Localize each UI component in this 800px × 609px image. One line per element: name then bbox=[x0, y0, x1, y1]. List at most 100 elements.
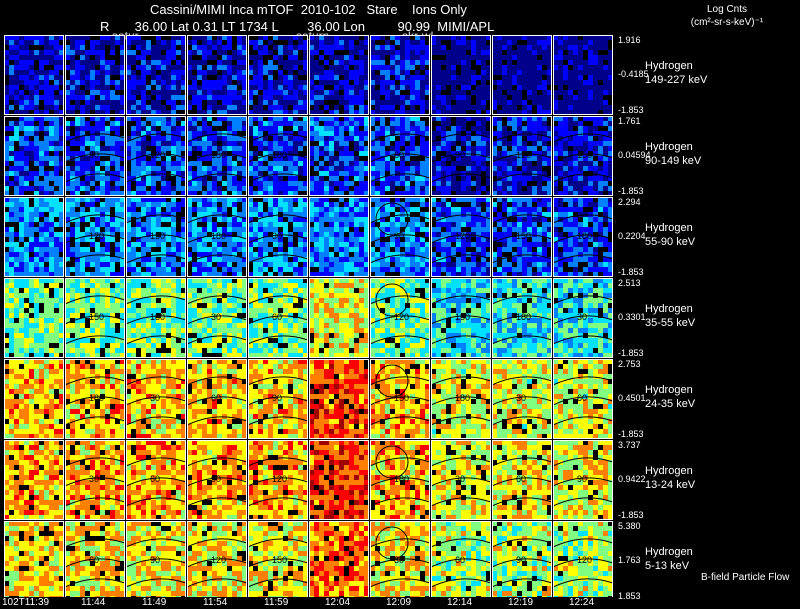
heatmap-cell bbox=[146, 272, 151, 277]
heatmap-cell bbox=[471, 186, 476, 191]
heatmap-cell bbox=[436, 161, 441, 166]
heatmap-cell bbox=[156, 242, 161, 247]
heatmap-cell bbox=[253, 227, 258, 232]
heatmap-cell bbox=[471, 65, 476, 70]
heatmap-cell bbox=[481, 40, 486, 45]
heatmap-cell bbox=[553, 141, 558, 146]
heatmap-cell bbox=[420, 191, 425, 196]
heatmap-cell bbox=[288, 267, 293, 272]
heatmap-cell bbox=[471, 141, 476, 146]
heatmap-cell bbox=[370, 136, 375, 141]
heatmap-cell bbox=[136, 191, 141, 196]
heatmap-cell bbox=[283, 262, 288, 267]
heatmap-cell bbox=[390, 156, 395, 161]
heatmap-cell bbox=[120, 186, 125, 191]
heatmap-cell bbox=[131, 166, 136, 171]
heatmap-cell bbox=[151, 237, 156, 242]
heatmap-cell bbox=[227, 100, 232, 105]
heatmap-cell bbox=[354, 70, 359, 75]
contour-line bbox=[491, 153, 553, 163]
heatmap-cell bbox=[212, 90, 217, 95]
heatmap-cell bbox=[59, 90, 64, 95]
heatmap-cell bbox=[608, 156, 613, 161]
heatmap-cell bbox=[466, 110, 471, 115]
heatmap-cell bbox=[49, 50, 54, 55]
heatmap-cell bbox=[537, 45, 542, 50]
heatmap-cell bbox=[136, 116, 141, 121]
heatmap-cell bbox=[115, 166, 120, 171]
heatmap-cell bbox=[222, 186, 227, 191]
heatmap-cell bbox=[115, 35, 120, 40]
heatmap-cell bbox=[24, 161, 29, 166]
heatmap-cell bbox=[126, 50, 131, 55]
heatmap-cell bbox=[253, 45, 258, 50]
heatmap-cell bbox=[578, 55, 583, 60]
heatmap-cell bbox=[527, 35, 532, 40]
heatmap-cell bbox=[242, 197, 247, 202]
heatmap-cell bbox=[273, 247, 278, 252]
heatmap-cell bbox=[237, 35, 242, 40]
heatmap-cell bbox=[456, 60, 461, 65]
heatmap-cell bbox=[54, 197, 59, 202]
heatmap-cell bbox=[492, 151, 497, 156]
heatmap-cell bbox=[126, 116, 131, 121]
heatmap-cell bbox=[542, 186, 547, 191]
heatmap-cell bbox=[141, 257, 146, 262]
heatmap-cell bbox=[288, 176, 293, 181]
heatmap-cell bbox=[451, 166, 456, 171]
heatmap-cell bbox=[80, 131, 85, 136]
heatmap-cell bbox=[390, 50, 395, 55]
heatmap-cell bbox=[75, 262, 80, 267]
heatmap-cell bbox=[95, 105, 100, 110]
heatmap-cell bbox=[324, 131, 329, 136]
heatmap-cell bbox=[431, 186, 436, 191]
heatmap-cell bbox=[293, 242, 298, 247]
heatmap-cell bbox=[476, 151, 481, 156]
heatmap-cell bbox=[339, 105, 344, 110]
heatmap-cell bbox=[181, 237, 186, 242]
heatmap-cell bbox=[166, 212, 171, 217]
heatmap-cell bbox=[171, 242, 176, 247]
heatmap-cell bbox=[85, 171, 90, 176]
heatmap-cell bbox=[603, 95, 608, 100]
heatmap-cell bbox=[207, 116, 212, 121]
heatmap-cell bbox=[202, 247, 207, 252]
heatmap-cell bbox=[65, 202, 70, 207]
heatmap-cell bbox=[85, 65, 90, 70]
heatmap-cell bbox=[65, 105, 70, 110]
heatmap-cell bbox=[85, 267, 90, 272]
heatmap-cell bbox=[263, 50, 268, 55]
heatmap-cell bbox=[339, 171, 344, 176]
heatmap-cell bbox=[65, 227, 70, 232]
heatmap-cell bbox=[547, 65, 552, 70]
panel-border bbox=[65, 116, 125, 196]
heatmap-cell bbox=[197, 267, 202, 272]
heatmap-cell bbox=[176, 45, 181, 50]
heatmap-cell bbox=[273, 191, 278, 196]
heatmap-cell bbox=[171, 45, 176, 50]
heatmap-cell bbox=[156, 222, 161, 227]
heatmap-cell bbox=[29, 70, 34, 75]
heatmap-cell bbox=[212, 156, 217, 161]
heatmap-cell bbox=[65, 50, 70, 55]
heatmap-cell bbox=[375, 186, 380, 191]
heatmap-cell bbox=[309, 75, 314, 80]
heatmap-cell bbox=[232, 186, 237, 191]
heatmap-cell bbox=[232, 237, 237, 242]
heatmap-cell bbox=[268, 100, 273, 105]
heatmap-cell bbox=[227, 171, 232, 176]
heatmap-cell bbox=[115, 207, 120, 212]
heatmap-cell bbox=[192, 166, 197, 171]
heatmap-cell bbox=[446, 146, 451, 151]
heatmap-cell bbox=[410, 171, 415, 176]
heatmap-cell bbox=[29, 257, 34, 262]
panel-border bbox=[4, 197, 64, 277]
heatmap-cell bbox=[115, 202, 120, 207]
heatmap-cell bbox=[288, 40, 293, 45]
heatmap-cell bbox=[166, 252, 171, 257]
heatmap-cell bbox=[151, 212, 156, 217]
heatmap-cell bbox=[303, 191, 308, 196]
heatmap-cell bbox=[131, 272, 136, 277]
heatmap-cell bbox=[608, 85, 613, 90]
heatmap-cell bbox=[471, 75, 476, 80]
